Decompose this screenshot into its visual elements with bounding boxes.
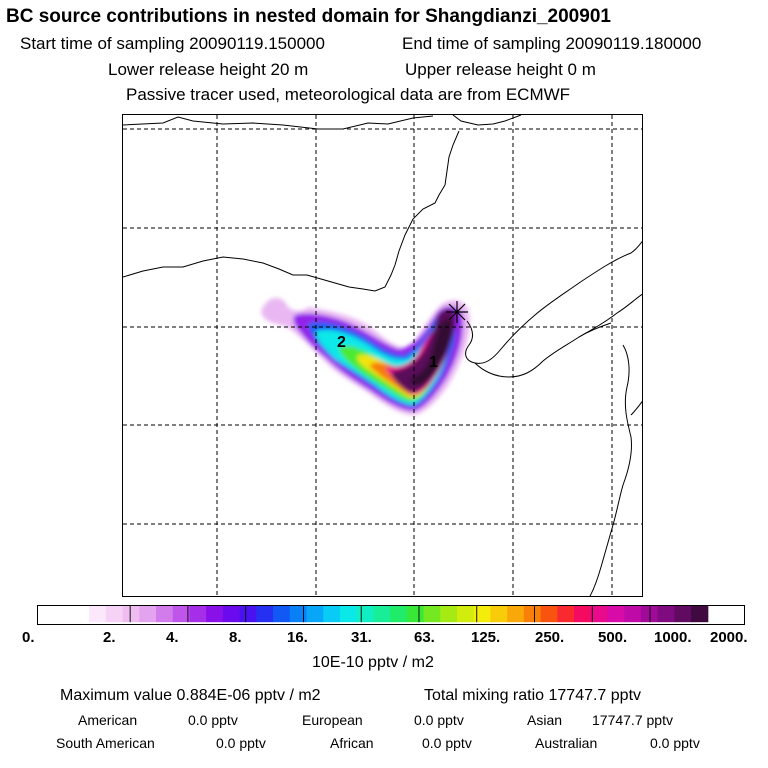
color-swatch (89, 606, 107, 623)
source-name-african: African (330, 735, 374, 751)
color-swatch (156, 606, 174, 623)
color-swatch (239, 606, 257, 623)
color-swatch (356, 606, 374, 623)
scale-label-63: 63. (414, 629, 435, 646)
end-time-label: End time of sampling 20090119.180000 (402, 34, 702, 53)
color-swatch (172, 606, 190, 623)
color-swatch (540, 606, 558, 623)
color-swatch (105, 606, 124, 623)
upper-release-height-label: Upper release height 0 m (405, 60, 596, 79)
scale-label-125: 125. (471, 629, 501, 646)
map-title: BC source contributions in nested domain… (6, 6, 611, 27)
color-swatch (72, 606, 90, 623)
scale-label-0: 0. (22, 629, 35, 646)
start-time-label: Start time of sampling 20090119.150000 (20, 34, 325, 53)
scale-label-2: 2. (103, 629, 116, 646)
concentration-plume (261, 297, 470, 415)
color-swatch (273, 606, 291, 623)
scale-label-8: 8. (229, 629, 242, 646)
color-scale-units: 10E-10 pptv / m2 (312, 654, 434, 671)
border-north-east (452, 115, 522, 126)
coast-bohai (465, 240, 642, 364)
color-scale-bar (37, 605, 745, 625)
map-panel: 2 1 (122, 114, 643, 597)
color-swatch (139, 606, 157, 623)
color-swatch (624, 606, 642, 623)
color-swatch (657, 606, 675, 623)
color-swatch (306, 606, 324, 623)
source-value-african: 0.0 pptv (422, 735, 472, 751)
color-swatch (574, 606, 592, 623)
color-swatch (323, 606, 341, 623)
source-name-american: American (78, 712, 138, 728)
color-swatch (122, 606, 140, 623)
color-swatch (256, 606, 274, 623)
color-swatch (507, 606, 525, 623)
coast-shandong (578, 293, 642, 338)
map-canvas: 2 1 (123, 115, 642, 596)
scale-label-4: 4. (166, 629, 179, 646)
scale-label-2000: 2000. (710, 629, 748, 646)
source-value-american: 0.0 pptv (188, 712, 238, 728)
color-swatch (674, 606, 692, 623)
color-swatch (222, 606, 241, 623)
source-name-australian: Australian (535, 735, 598, 751)
color-swatch (339, 606, 358, 623)
receptor-marker (446, 301, 468, 323)
color-swatch (523, 606, 542, 623)
map-grid (123, 115, 642, 596)
color-swatch (557, 606, 575, 623)
color-swatch (473, 606, 491, 623)
coast-korea (589, 344, 632, 596)
color-swatch (206, 606, 224, 623)
color-swatch (390, 606, 408, 623)
source-value-european: 0.0 pptv (414, 712, 464, 728)
coastlines (123, 115, 642, 596)
color-swatch (490, 606, 508, 623)
source-name-european: European (302, 712, 363, 728)
source-name-south-american: South American (56, 735, 155, 751)
marker-2: 2 (337, 334, 346, 351)
color-swatch (456, 606, 475, 623)
tracer-note: Passive tracer used, meteorological data… (126, 85, 571, 104)
maximum-value: Maximum value 0.884E-06 pptv / m2 (60, 687, 321, 704)
color-swatch (640, 606, 659, 623)
coast-east-inlet (630, 400, 642, 416)
scale-label-250: 250. (535, 629, 565, 646)
source-name-asian: Asian (527, 712, 563, 728)
scale-label-31: 31. (351, 629, 372, 646)
color-swatch (440, 606, 458, 623)
color-swatch (590, 606, 609, 623)
color-swatch (373, 606, 391, 623)
color-swatch (406, 606, 425, 623)
scale-label-500: 500. (598, 629, 628, 646)
total-mixing-ratio: Total mixing ratio 17747.7 pptv (424, 687, 642, 704)
source-value-south-american: 0.0 pptv (216, 735, 266, 751)
source-value-australian: 0.0 pptv (650, 735, 700, 751)
lower-release-height-label: Lower release height 20 m (108, 60, 309, 79)
border-east-inland (123, 130, 460, 292)
plume-layer-core (410, 319, 452, 385)
color-swatch (423, 606, 441, 623)
color-swatch (289, 606, 308, 623)
color-swatch (607, 606, 625, 623)
scale-label-1000: 1000. (654, 629, 692, 646)
marker-1: 1 (429, 354, 438, 371)
scale-label-16: 16. (287, 629, 308, 646)
color-swatch (691, 606, 709, 623)
color-swatch (189, 606, 207, 623)
coast-bohai-south (474, 322, 612, 378)
source-value-asian: 17747.7 pptv (592, 712, 673, 728)
border-north (123, 115, 434, 130)
